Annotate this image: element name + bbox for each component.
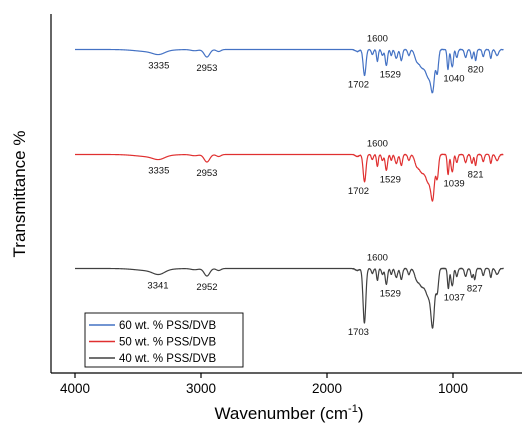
peak-label: 3335 bbox=[148, 61, 169, 72]
peak-label: 1600 bbox=[367, 139, 388, 150]
peak-labels: 3335 2953 1702 1600 1529 1040 820 3335 2953 1702 1… bbox=[147, 34, 483, 339]
peak-label: 2953 bbox=[196, 63, 217, 74]
peak-label: 1600 bbox=[367, 253, 388, 264]
peak-label: 1702 bbox=[348, 80, 369, 91]
legend-label: 60 wt. % PSS/DVB bbox=[119, 320, 216, 332]
x-axis-label: Wavenumber (cm-1) bbox=[215, 403, 364, 423]
peak-label: 2952 bbox=[196, 282, 217, 293]
spectrum-line bbox=[74, 48, 504, 94]
peak-label: 1529 bbox=[380, 175, 401, 186]
peak-label: 1529 bbox=[380, 70, 401, 81]
y-axis-label: Transmittance % bbox=[10, 131, 29, 258]
x-ticks: 4000 3000 2000 1000 bbox=[60, 373, 468, 396]
peak-label: 1703 bbox=[348, 327, 369, 338]
peak-label: 827 bbox=[467, 284, 483, 295]
peak-label: 1702 bbox=[348, 186, 369, 197]
peak-label: 3335 bbox=[148, 166, 169, 177]
spectra bbox=[74, 48, 504, 329]
peak-label: 1039 bbox=[444, 179, 465, 190]
x-tick-label: 2000 bbox=[312, 381, 342, 396]
x-tick-label: 1000 bbox=[438, 381, 468, 396]
spectrum-line bbox=[74, 267, 504, 329]
plot-frame bbox=[50, 14, 522, 374]
peak-label: 1037 bbox=[444, 293, 465, 304]
x-axis-label-main: Wavenumber (cm bbox=[215, 404, 349, 423]
x-tick-label: 4000 bbox=[60, 381, 90, 396]
legend: 60 wt. % PSS/DVB 50 wt. % PSS/DVB 40 wt. %… bbox=[84, 312, 244, 368]
peak-label: 1529 bbox=[380, 289, 401, 300]
peak-label: 3341 bbox=[147, 281, 168, 292]
peak-label: 820 bbox=[468, 65, 484, 76]
peak-label: 2953 bbox=[196, 168, 217, 179]
peak-label: 1600 bbox=[367, 34, 388, 45]
spectrum-line bbox=[74, 153, 504, 202]
legend-label: 50 wt. % PSS/DVB bbox=[119, 337, 216, 349]
peak-label: 1040 bbox=[443, 74, 464, 85]
legend-label: 40 wt. % PSS/DVB bbox=[119, 353, 216, 365]
x-axis-label-sup: -1 bbox=[348, 403, 358, 415]
x-axis-label-end: ) bbox=[358, 404, 364, 423]
x-tick-label: 3000 bbox=[186, 381, 216, 396]
peak-label: 821 bbox=[468, 170, 484, 181]
